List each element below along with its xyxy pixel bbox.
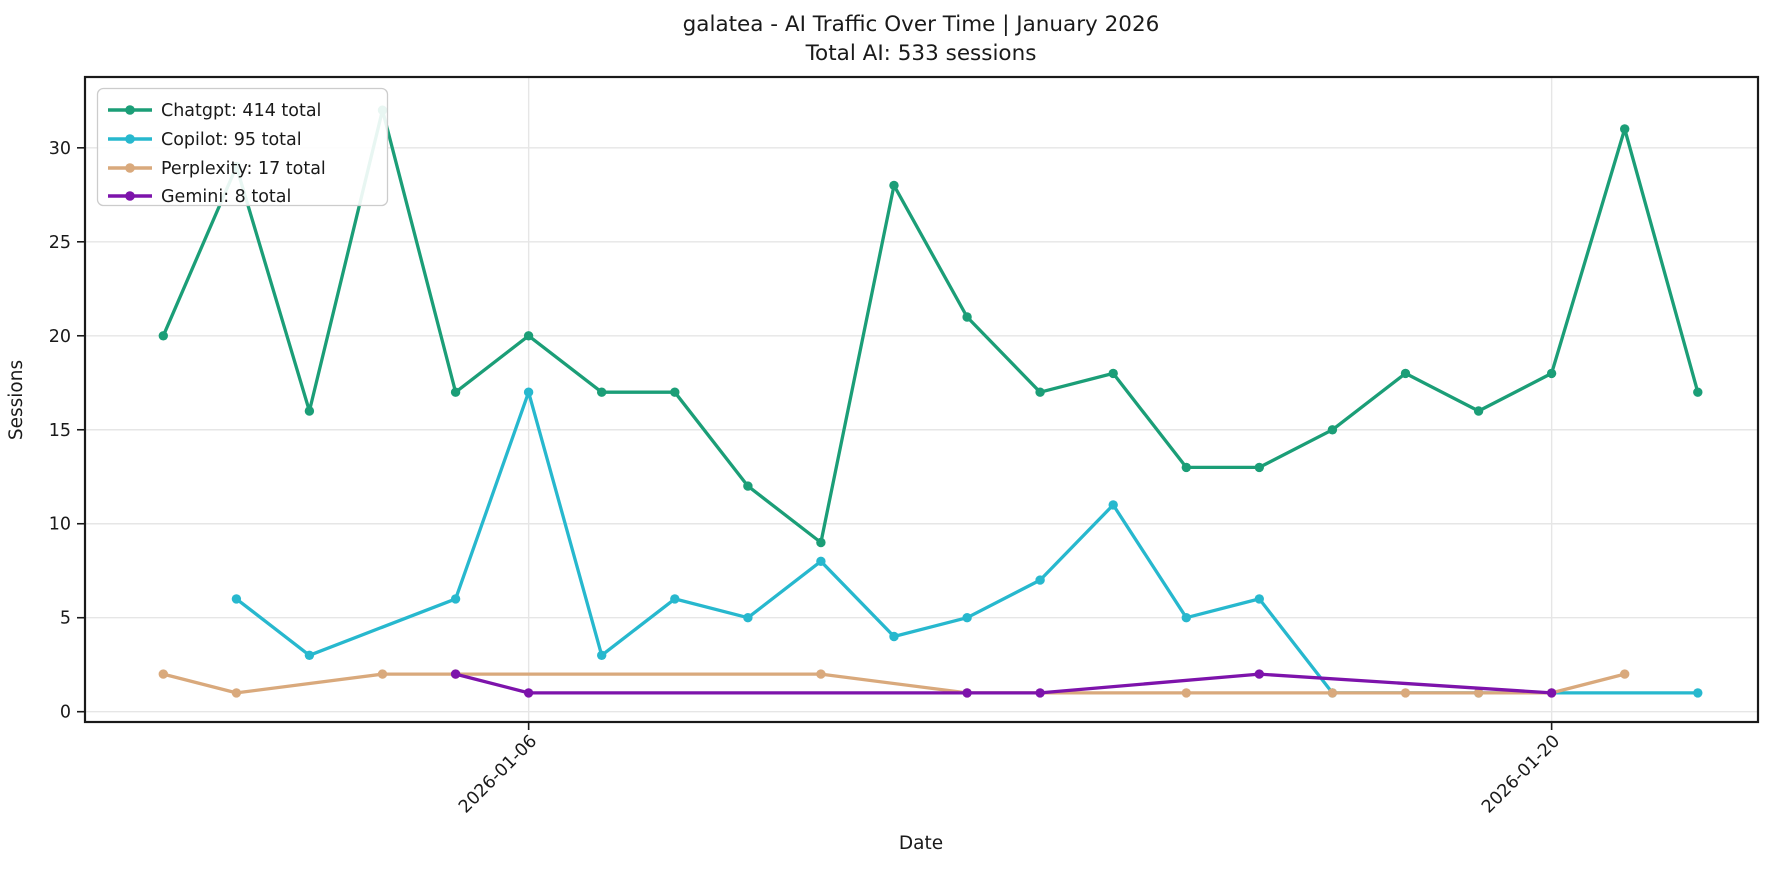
series-copilot xyxy=(231,387,1703,698)
legend-box xyxy=(96,87,389,207)
point-chatgpt-day21 xyxy=(1620,124,1630,134)
point-chatgpt-day7 xyxy=(597,387,607,397)
line-copilot xyxy=(235,390,1698,695)
legend-swatch-marker-gemini xyxy=(125,191,135,201)
point-copilot-day14 xyxy=(1108,500,1118,510)
y-tick-label-0: 0 xyxy=(60,703,71,723)
point-perplexity-day21 xyxy=(1620,669,1630,679)
point-chatgpt-day13 xyxy=(1035,387,1045,397)
legend-swatch-marker-chatgpt xyxy=(125,105,135,115)
point-perplexity-day10 xyxy=(816,669,826,679)
legend-item-copilot: Copilot: 95 total xyxy=(108,130,302,150)
point-gemini-day5 xyxy=(450,669,461,679)
line-gemini xyxy=(455,672,1552,695)
point-copilot-day12 xyxy=(962,613,972,623)
point-chatgpt-day17 xyxy=(1327,425,1338,435)
point-copilot-day8 xyxy=(670,594,680,604)
legend-label-perplexity: Perplexity: 17 total xyxy=(161,159,326,179)
point-chatgpt-day15 xyxy=(1181,462,1192,473)
legend-swatch-marker-perplexity xyxy=(125,163,135,173)
x-tick-label-2026-01-20: 2026-01-20 xyxy=(1478,731,1564,817)
series-gemini xyxy=(450,669,1557,698)
point-chatgpt-day16 xyxy=(1254,462,1265,473)
point-gemini-day13 xyxy=(1035,688,1045,698)
legend-item-perplexity: Perplexity: 17 total xyxy=(108,159,326,179)
y-tick-label-20: 20 xyxy=(49,327,71,347)
point-gemini-day12 xyxy=(962,688,972,698)
point-chatgpt-day3 xyxy=(304,406,315,416)
point-perplexity-day19 xyxy=(1473,688,1484,698)
point-copilot-day10 xyxy=(816,556,826,566)
legend-item-gemini: Gemini: 8 total xyxy=(108,187,291,207)
point-copilot-day9 xyxy=(743,613,753,623)
point-chatgpt-day22 xyxy=(1693,387,1703,397)
y-axis-label: Sessions xyxy=(6,360,27,440)
x-tick-label-2026-01-06: 2026-01-06 xyxy=(455,731,541,817)
y-tick-label-10: 10 xyxy=(49,515,71,535)
point-gemini-day20 xyxy=(1546,688,1557,698)
point-chatgpt-day8 xyxy=(670,387,680,397)
point-copilot-day13 xyxy=(1035,575,1045,585)
point-perplexity-day4 xyxy=(377,669,388,679)
y-tick-label-25: 25 xyxy=(49,233,71,253)
point-copilot-day15 xyxy=(1181,613,1192,623)
x-axis-label: Date xyxy=(899,833,943,854)
chart-title: galatea - AI Traffic Over Time | January… xyxy=(683,12,1160,37)
chart-subtitle: Total AI: 533 sessions xyxy=(805,41,1037,66)
point-chatgpt-day11 xyxy=(889,180,899,191)
point-chatgpt-day12 xyxy=(962,312,972,322)
point-chatgpt-day10 xyxy=(816,537,826,548)
legend-swatch-marker-copilot xyxy=(125,134,135,144)
point-perplexity-day17 xyxy=(1327,688,1338,698)
point-chatgpt-day18 xyxy=(1400,368,1411,379)
y-tick-label-15: 15 xyxy=(49,421,71,441)
point-copilot-day3 xyxy=(304,650,315,660)
series-chatgpt xyxy=(158,105,1703,548)
legend-item-chatgpt: Chatgpt: 414 total xyxy=(108,101,321,121)
point-perplexity-day1 xyxy=(158,669,168,679)
point-chatgpt-day19 xyxy=(1473,406,1484,416)
point-chatgpt-day6 xyxy=(523,331,534,341)
y-tick-label-30: 30 xyxy=(49,139,71,159)
legend-label-chatgpt: Chatgpt: 414 total xyxy=(161,101,321,121)
point-chatgpt-day9 xyxy=(743,481,753,491)
point-copilot-day7 xyxy=(597,650,607,660)
y-tick-label-5: 5 xyxy=(60,609,71,629)
point-perplexity-day18 xyxy=(1400,688,1411,698)
point-perplexity-day15 xyxy=(1181,688,1192,698)
point-copilot-day16 xyxy=(1254,594,1265,604)
legend-label-gemini: Gemini: 8 total xyxy=(161,187,291,207)
point-copilot-day22 xyxy=(1693,688,1703,698)
point-copilot-day11 xyxy=(889,631,899,642)
point-copilot-day2 xyxy=(231,594,242,604)
point-perplexity-day2 xyxy=(231,688,242,698)
point-chatgpt-day14 xyxy=(1108,368,1118,379)
point-chatgpt-day5 xyxy=(450,387,461,397)
line-chatgpt xyxy=(161,108,1700,545)
point-chatgpt-day1 xyxy=(158,331,168,341)
point-gemini-day16 xyxy=(1254,669,1265,679)
legend: Chatgpt: 414 total Copilot: 95 total Per… xyxy=(96,87,389,207)
line-perplexity xyxy=(162,672,1626,695)
plot-border xyxy=(83,75,1760,724)
legend-label-copilot: Copilot: 95 total xyxy=(161,130,302,150)
point-copilot-day6 xyxy=(523,387,534,397)
point-gemini-day6 xyxy=(523,688,534,698)
point-copilot-day5 xyxy=(450,594,461,604)
point-chatgpt-day20 xyxy=(1546,368,1557,379)
